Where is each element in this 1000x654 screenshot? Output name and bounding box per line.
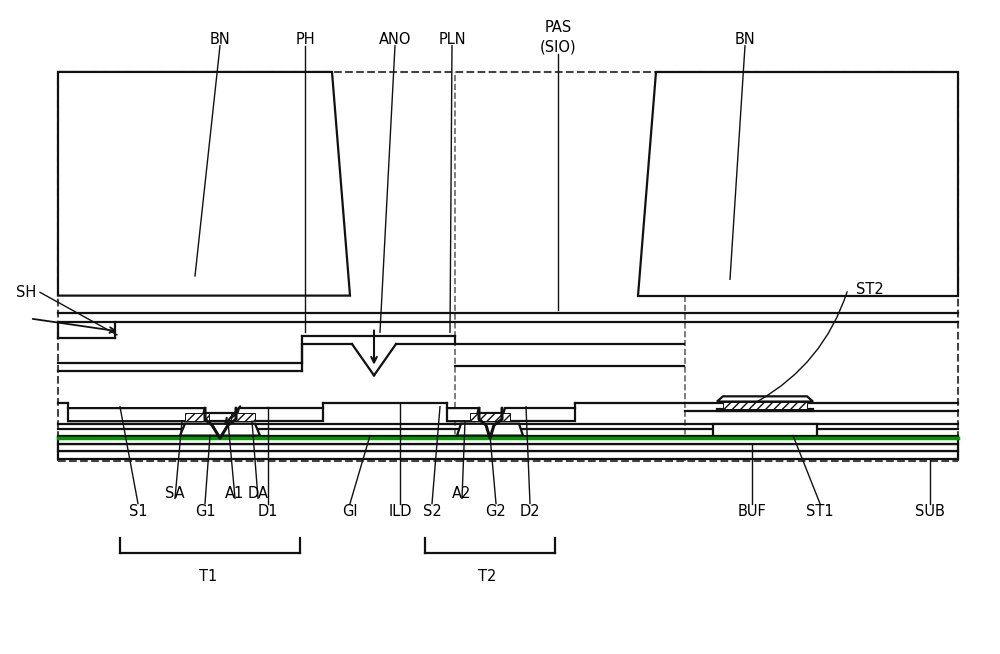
Text: BN: BN [210, 32, 230, 46]
Polygon shape [713, 424, 817, 436]
Polygon shape [457, 424, 523, 436]
Text: ST1: ST1 [806, 504, 834, 519]
Text: D2: D2 [520, 504, 540, 519]
Text: T2: T2 [478, 570, 496, 584]
Text: G1: G1 [195, 504, 215, 519]
Polygon shape [185, 413, 209, 421]
Polygon shape [470, 413, 510, 421]
Polygon shape [58, 444, 958, 451]
Text: GI: GI [342, 504, 358, 519]
Text: T1: T1 [199, 570, 217, 584]
Polygon shape [58, 436, 958, 444]
Text: SA: SA [165, 486, 185, 500]
Text: PLN: PLN [438, 32, 466, 46]
Text: S1: S1 [129, 504, 147, 519]
Text: SUB: SUB [915, 504, 945, 519]
Text: BUF: BUF [738, 504, 766, 519]
Polygon shape [235, 408, 323, 421]
Text: (SIO): (SIO) [540, 40, 576, 54]
Text: SH: SH [16, 285, 36, 300]
Polygon shape [185, 413, 255, 421]
Text: A1: A1 [225, 486, 245, 500]
Polygon shape [723, 402, 807, 409]
Polygon shape [717, 396, 813, 402]
Text: ILD: ILD [388, 504, 412, 519]
Text: DA: DA [248, 486, 268, 500]
Text: D1: D1 [258, 504, 278, 519]
Polygon shape [68, 408, 205, 421]
Polygon shape [231, 413, 255, 421]
Text: G2: G2 [486, 504, 506, 519]
Polygon shape [638, 72, 958, 296]
Text: PH: PH [295, 32, 315, 46]
Polygon shape [58, 451, 958, 459]
Polygon shape [461, 413, 519, 421]
Text: ANO: ANO [379, 32, 411, 46]
Polygon shape [717, 409, 813, 411]
Text: BN: BN [735, 32, 755, 46]
Polygon shape [447, 408, 479, 421]
Polygon shape [58, 72, 350, 296]
Polygon shape [180, 424, 260, 436]
Text: ST2: ST2 [856, 282, 884, 296]
Polygon shape [501, 408, 575, 421]
Text: PAS: PAS [544, 20, 572, 35]
Text: S2: S2 [423, 504, 441, 519]
Text: A2: A2 [452, 486, 472, 500]
